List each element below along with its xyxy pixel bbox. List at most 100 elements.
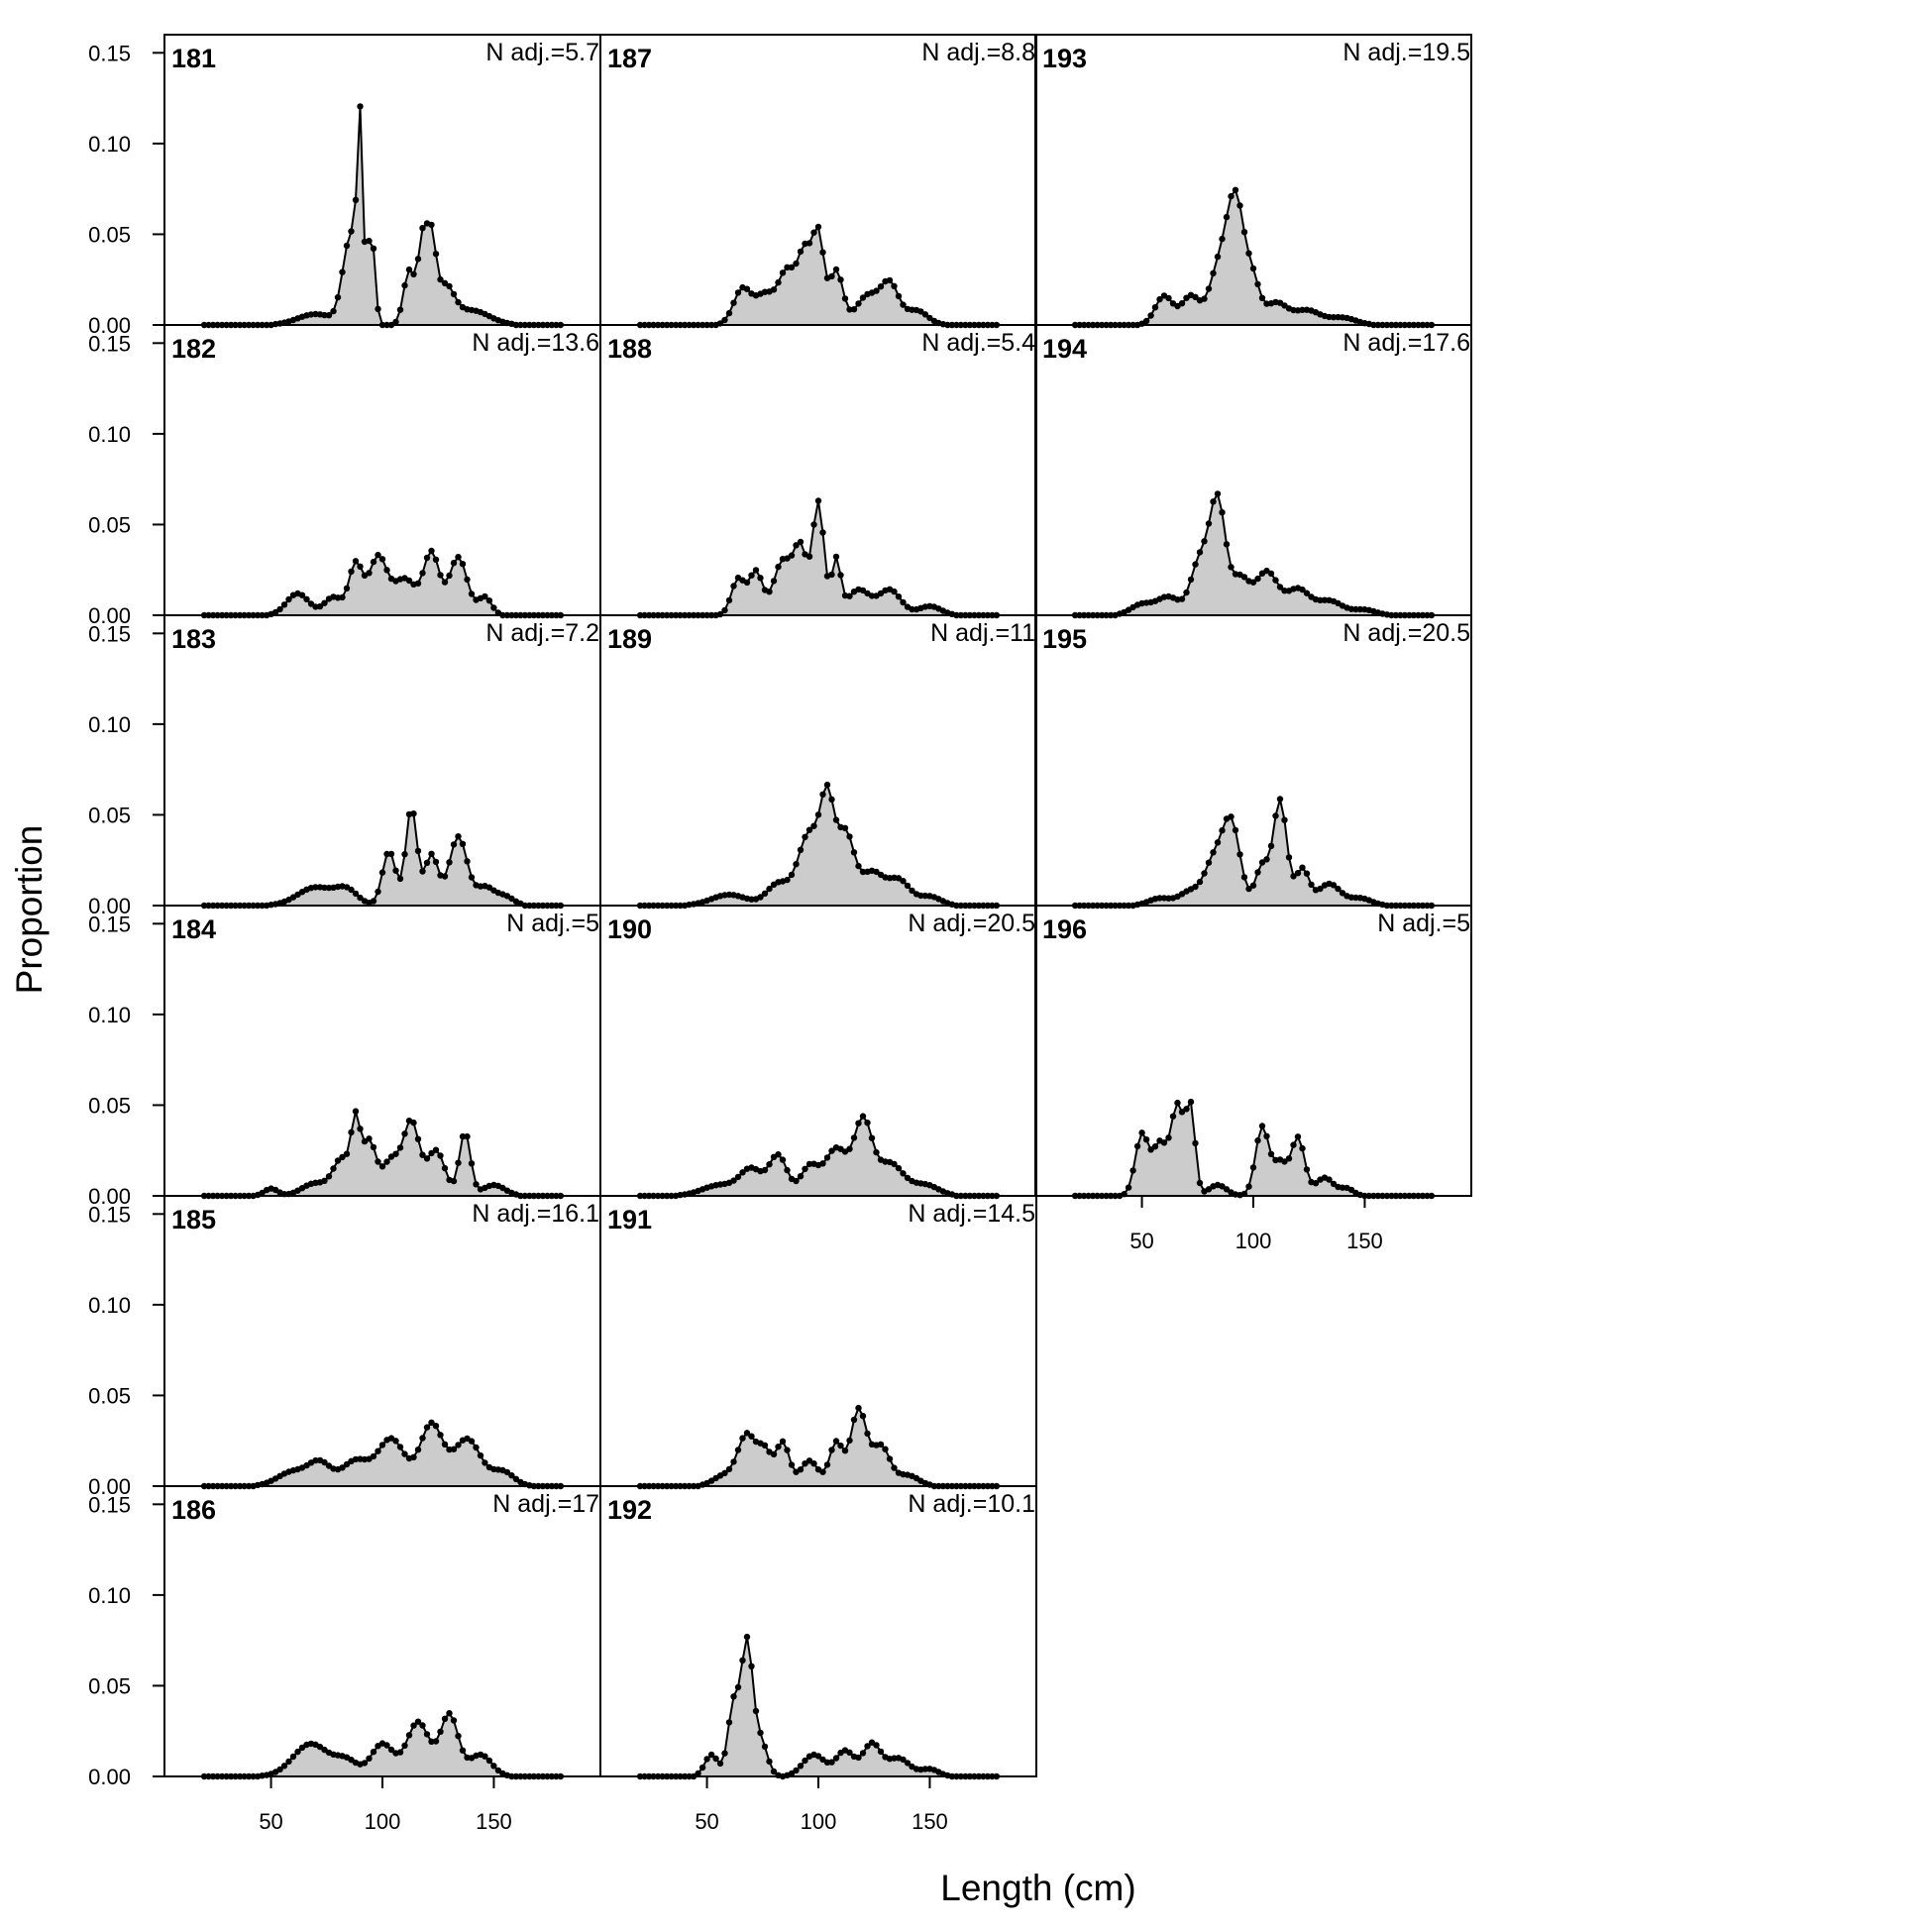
data-point — [873, 868, 880, 876]
n-adj-label: N adj.=13.6 — [472, 329, 599, 357]
data-point — [846, 592, 853, 599]
data-point — [1249, 882, 1257, 889]
data-point — [1352, 605, 1359, 613]
data-point — [1192, 561, 1199, 568]
data-point — [343, 1150, 351, 1157]
data-point — [1249, 579, 1257, 586]
data-point — [775, 1151, 782, 1158]
data-point — [276, 1766, 283, 1773]
data-point — [873, 287, 880, 294]
data-point — [873, 1742, 880, 1749]
data-point — [1151, 1143, 1159, 1150]
x-tick-label: 50 — [259, 1809, 282, 1834]
data-point — [321, 884, 328, 892]
data-point — [1330, 882, 1338, 889]
data-point — [850, 1416, 858, 1424]
data-point — [788, 1461, 796, 1468]
data-point — [846, 1437, 853, 1445]
y-tick-label: 0.10 — [88, 712, 131, 737]
data-point — [446, 282, 453, 290]
data-point — [285, 595, 292, 603]
data-point — [873, 1148, 880, 1156]
data-point — [1142, 317, 1150, 325]
data-point — [428, 547, 435, 555]
n-adj-label: N adj.=10.1 — [908, 1490, 1035, 1518]
data-point — [739, 1657, 746, 1664]
data-point — [437, 1728, 444, 1736]
panel-label: 190 — [607, 914, 652, 944]
data-point — [396, 306, 404, 313]
data-point — [841, 1448, 849, 1454]
data-point — [761, 1166, 769, 1174]
data-point — [748, 896, 755, 903]
data-point — [343, 585, 351, 591]
data-point — [401, 1130, 408, 1137]
data-point — [730, 299, 737, 306]
data-point — [271, 608, 279, 616]
x-tick-label: 150 — [912, 1809, 948, 1834]
panel-frame — [599, 905, 1037, 1197]
panel-frame — [163, 1485, 601, 1777]
data-point — [1335, 313, 1342, 321]
y-tick-label: 0.00 — [88, 1474, 131, 1499]
data-point — [1165, 1134, 1172, 1141]
data-point — [450, 841, 458, 848]
data-point — [1290, 1141, 1297, 1148]
data-point — [770, 578, 778, 585]
data-point — [490, 1763, 497, 1770]
panel-182: 182 N adj.=13.6 0.00 0.05 0.10 0.15 — [88, 324, 601, 628]
data-point — [1263, 1132, 1270, 1140]
data-point — [1303, 590, 1311, 596]
panel-label: 188 — [607, 334, 652, 364]
data-point — [775, 563, 782, 571]
area-181 — [204, 106, 561, 326]
data-point — [1299, 306, 1306, 313]
n-adj-label: N adj.=5.7 — [485, 39, 599, 66]
data-point — [405, 1732, 413, 1739]
x-tick-label: 150 — [1346, 1229, 1383, 1253]
data-point — [1240, 874, 1248, 881]
y-tick-label: 0.15 — [88, 1202, 131, 1227]
y-tick-label: 0.00 — [88, 313, 131, 338]
data-point — [512, 1475, 520, 1483]
n-adj-label: N adj.=17.6 — [1342, 329, 1470, 357]
panel-186: 186 N adj.=17 0.00 0.05 0.10 0.15 50 100 150 — [88, 1485, 601, 1834]
data-point — [730, 1177, 737, 1184]
data-point — [891, 588, 898, 595]
x-tick-label: 100 — [365, 1809, 401, 1834]
data-point — [455, 1442, 462, 1449]
data-point — [285, 1758, 292, 1766]
data-point — [325, 1173, 333, 1180]
data-point — [1249, 265, 1257, 272]
area-190 — [640, 1116, 997, 1196]
data-point — [721, 1750, 728, 1757]
data-point — [877, 590, 885, 597]
data-point — [779, 1156, 787, 1163]
data-point — [387, 1746, 395, 1754]
y-tick-label: 0.05 — [88, 222, 131, 247]
data-point — [396, 1144, 404, 1151]
points-192 — [636, 1633, 1001, 1780]
data-point — [784, 1166, 791, 1174]
area-183 — [204, 813, 561, 906]
data-point — [895, 593, 903, 600]
data-point — [797, 1466, 805, 1473]
panel-label: 184 — [171, 914, 216, 944]
data-point — [793, 1767, 800, 1774]
data-point — [508, 1472, 515, 1479]
data-point — [1245, 250, 1252, 257]
data-point — [868, 1134, 876, 1141]
data-point — [1196, 878, 1204, 886]
data-point — [1236, 202, 1243, 209]
data-point — [366, 1135, 373, 1142]
data-point — [814, 1753, 822, 1760]
data-point — [343, 1460, 351, 1468]
data-point — [414, 256, 422, 263]
panel-188: 188 N adj.=5.4 — [599, 324, 1037, 619]
data-point — [383, 1158, 390, 1165]
data-point — [802, 1757, 808, 1765]
data-point — [1232, 186, 1239, 193]
data-point — [1236, 851, 1243, 858]
data-point — [419, 1435, 426, 1442]
data-point — [1258, 294, 1266, 301]
